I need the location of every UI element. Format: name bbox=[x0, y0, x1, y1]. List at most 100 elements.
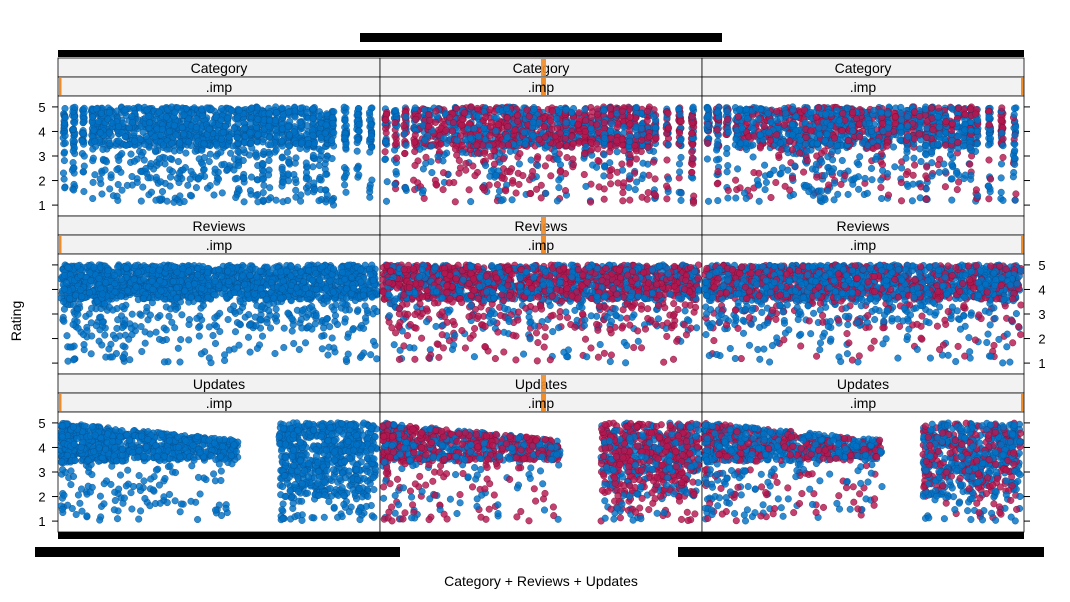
observed-point bbox=[835, 117, 843, 125]
imputed-point bbox=[941, 183, 949, 191]
imputed-point bbox=[689, 160, 697, 168]
observed-point bbox=[71, 119, 79, 127]
observed-point bbox=[61, 148, 69, 156]
imputed-point bbox=[909, 171, 917, 179]
imputed-point bbox=[922, 172, 930, 180]
observed-point bbox=[664, 140, 672, 148]
imputed-point bbox=[812, 113, 820, 121]
observed-point bbox=[147, 160, 155, 168]
observed-point bbox=[486, 172, 494, 180]
observed-point bbox=[206, 150, 214, 158]
observed-point bbox=[676, 168, 684, 176]
observed-point bbox=[815, 124, 823, 132]
observed-point bbox=[200, 140, 208, 148]
observed-point bbox=[315, 197, 323, 205]
observed-point bbox=[151, 146, 159, 154]
observed-point bbox=[317, 147, 325, 155]
observed-point bbox=[997, 188, 1005, 196]
imputed-point bbox=[545, 154, 553, 162]
observed-point bbox=[157, 178, 165, 186]
observed-point bbox=[401, 183, 409, 191]
observed-point bbox=[267, 141, 275, 149]
observed-point bbox=[562, 106, 570, 114]
observed-point bbox=[458, 148, 466, 156]
observed-point bbox=[233, 133, 241, 141]
imputed-point bbox=[425, 122, 433, 130]
observed-point bbox=[246, 187, 254, 195]
observed-point bbox=[208, 119, 216, 127]
observed-point bbox=[224, 166, 232, 174]
observed-point bbox=[520, 128, 528, 136]
observed-point bbox=[355, 120, 363, 128]
imputed-point bbox=[953, 186, 961, 194]
observed-point bbox=[283, 148, 291, 156]
observed-point bbox=[816, 193, 824, 201]
observed-point bbox=[315, 175, 323, 183]
observed-point bbox=[254, 115, 262, 123]
imputed-point bbox=[555, 142, 563, 150]
observed-point bbox=[381, 155, 389, 163]
observed-point bbox=[724, 194, 732, 202]
imputed-point bbox=[626, 113, 634, 121]
observed-point bbox=[879, 167, 887, 175]
imputed-point bbox=[885, 191, 893, 199]
imputed-point bbox=[569, 140, 577, 148]
observed-point bbox=[115, 137, 123, 145]
observed-point bbox=[107, 171, 115, 179]
imputed-point bbox=[549, 107, 557, 115]
observed-point bbox=[185, 138, 193, 146]
imputed-point bbox=[807, 127, 815, 135]
observed-point bbox=[330, 108, 338, 116]
observed-point bbox=[897, 103, 905, 111]
imputed-point bbox=[772, 178, 780, 186]
observed-point bbox=[69, 164, 77, 172]
observed-point bbox=[421, 106, 429, 114]
observed-point bbox=[791, 162, 799, 170]
imputed-point bbox=[608, 166, 616, 174]
imputed-point bbox=[632, 155, 640, 163]
observed-point bbox=[330, 129, 338, 137]
observed-point bbox=[180, 197, 188, 205]
imputed-point bbox=[410, 138, 418, 146]
imputed-point bbox=[750, 132, 758, 140]
observed-point bbox=[713, 108, 721, 116]
observed-point bbox=[676, 160, 684, 168]
observed-point bbox=[180, 111, 188, 119]
observed-point bbox=[246, 348, 254, 356]
observed-point bbox=[341, 172, 349, 180]
observed-point bbox=[872, 155, 880, 163]
observed-point bbox=[69, 147, 77, 155]
observed-point bbox=[297, 197, 305, 205]
observed-point bbox=[322, 170, 330, 178]
observed-point bbox=[802, 182, 810, 190]
imputed-point bbox=[985, 107, 993, 115]
observed-point bbox=[582, 182, 590, 190]
imputed-point bbox=[541, 133, 549, 141]
observed-point bbox=[340, 103, 348, 111]
observed-point bbox=[248, 104, 256, 112]
observed-point bbox=[689, 103, 697, 111]
observed-point bbox=[826, 140, 834, 148]
observed-point bbox=[101, 166, 109, 174]
observed-point bbox=[98, 190, 106, 198]
observed-point bbox=[125, 124, 133, 132]
observed-point bbox=[178, 311, 186, 319]
imputed-point bbox=[391, 119, 399, 127]
imputed-point bbox=[619, 189, 627, 197]
imputed-point bbox=[788, 174, 796, 182]
imputed-point bbox=[487, 152, 495, 160]
imputed-point bbox=[393, 154, 401, 162]
observed-point bbox=[155, 155, 163, 163]
observed-point bbox=[355, 127, 363, 135]
observed-point bbox=[171, 108, 179, 116]
observed-point bbox=[1011, 140, 1019, 148]
imputed-point bbox=[767, 136, 775, 144]
observed-point bbox=[619, 166, 627, 174]
observed-point bbox=[830, 196, 838, 204]
observed-point bbox=[784, 166, 792, 174]
observed-point bbox=[807, 108, 815, 116]
imputed-point bbox=[537, 194, 545, 202]
imputed-point bbox=[786, 137, 794, 145]
observed-point bbox=[626, 137, 634, 145]
observed-point bbox=[1011, 131, 1019, 139]
